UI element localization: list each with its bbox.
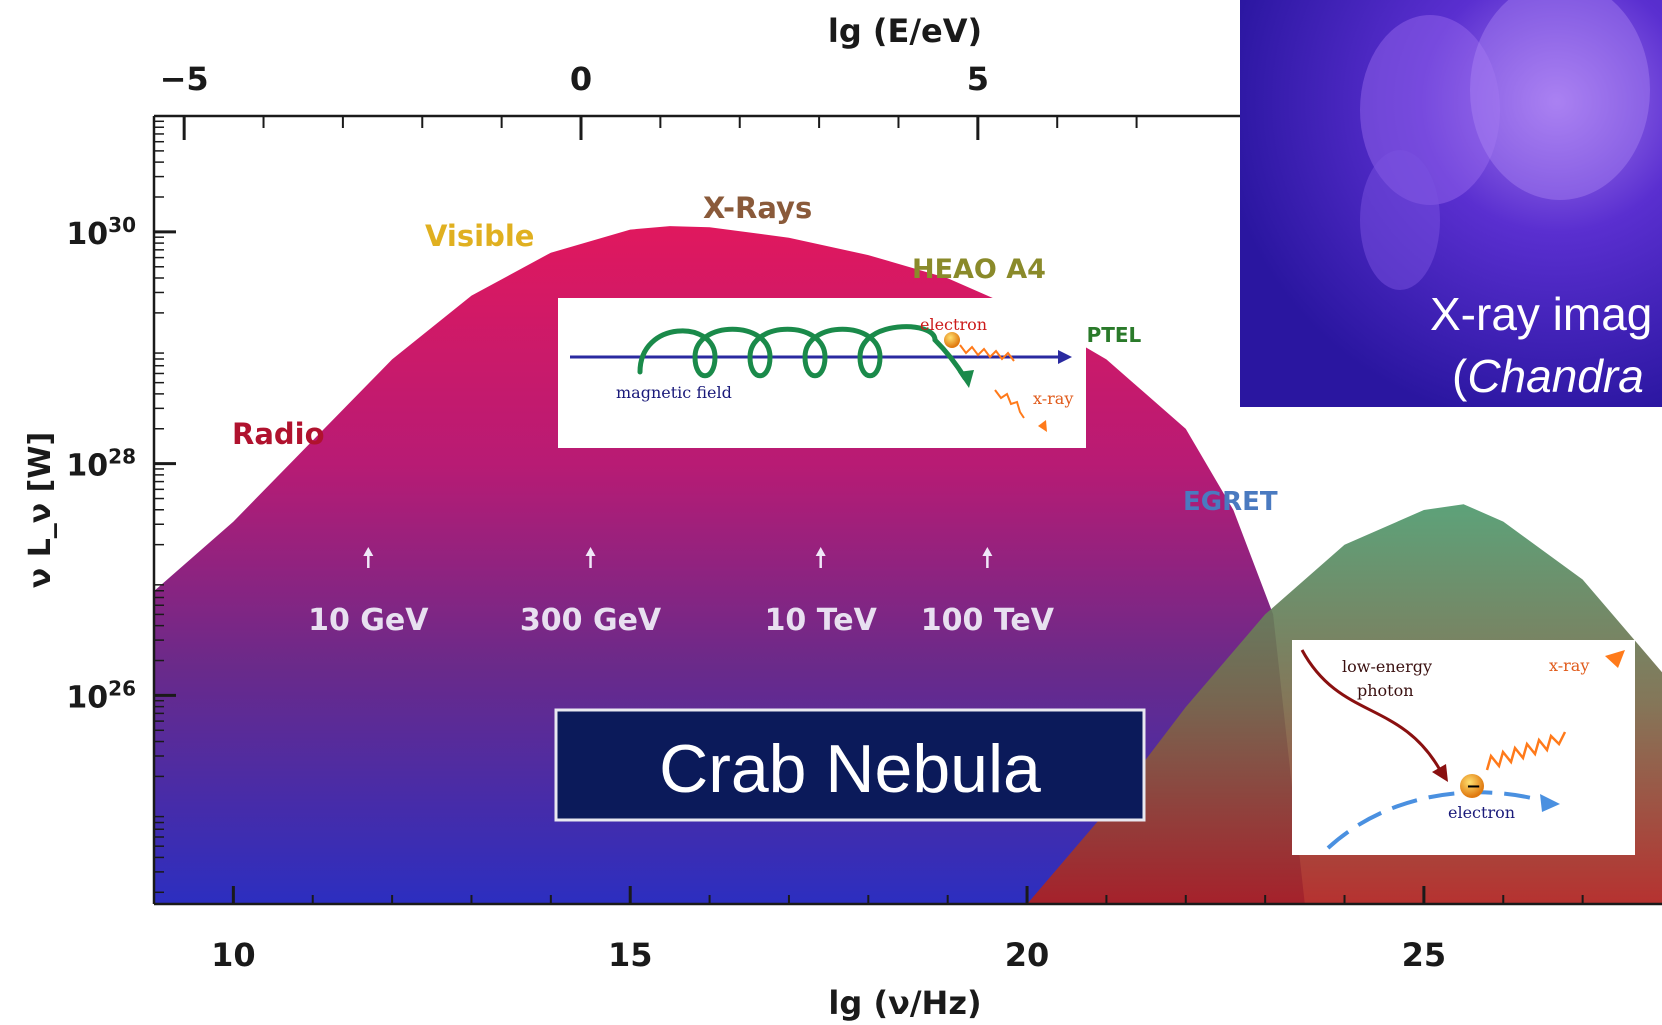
y-tick-label: 1028 — [66, 445, 136, 484]
top-tick-label: 5 — [967, 60, 989, 98]
ic-photon-label-1: low-energy — [1342, 657, 1432, 676]
band-label-heao: HEAO A4 — [912, 254, 1046, 285]
energy-marker-head — [815, 547, 826, 556]
top-tick-label: −5 — [160, 60, 209, 98]
synchrotron-inset: electron magnetic field x-ray — [558, 298, 1086, 448]
chart-title: Crab Nebula — [659, 731, 1041, 807]
energy-marker: 10 GeV — [308, 547, 429, 638]
y-axis-label: ν L_ν [W] — [23, 432, 58, 588]
ic-electron-label: electron — [1448, 803, 1515, 822]
top-tick-label: 0 — [570, 60, 592, 98]
y-tick-label: 1030 — [66, 213, 136, 252]
energy-marker: 300 GeV — [520, 547, 662, 638]
energy-marker-label: 300 GeV — [520, 603, 662, 638]
y-tick-label: 1026 — [66, 676, 136, 715]
energy-marker-head — [363, 547, 374, 556]
energy-marker-label: 100 TeV — [921, 603, 1055, 638]
title-box — [554, 708, 1146, 822]
bottom-axis-label: lg (ν/Hz) — [828, 984, 981, 1022]
inverse-compton-inset: low-energy photon − electron x-ray — [1292, 640, 1635, 855]
energy-marker: 10 TeV — [765, 547, 878, 638]
xray-image-inset: X-ray imag (Chandra — [1240, 0, 1662, 407]
energy-marker-label: 10 TeV — [765, 603, 878, 638]
band-label-visible: Visible — [425, 219, 534, 253]
energy-marker-head — [585, 547, 596, 556]
energy-marker-head — [982, 547, 993, 556]
ic-photon-label-2: photon — [1357, 681, 1414, 700]
sync-electron-label: electron — [920, 315, 987, 334]
x-tick-label: 10 — [211, 936, 256, 974]
ticks-layer: 10 15 20 25 −5 0 5 1030 1028 1026 — [66, 60, 1584, 974]
band-label-radio: Radio — [232, 417, 325, 451]
xray-caption-line1: X-ray imag — [1430, 288, 1652, 340]
x-tick-label: 15 — [608, 936, 653, 974]
xray-caption-line2: (Chandra — [1452, 350, 1644, 402]
energy-marker: 100 TeV — [921, 547, 1055, 638]
x-tick-label: 25 — [1402, 936, 1447, 974]
energy-marker-label: 10 GeV — [308, 603, 429, 638]
band-label-xrays: X-Rays — [703, 191, 812, 225]
sync-field-label: magnetic field — [616, 383, 732, 402]
ic-charge-sign: − — [1466, 776, 1481, 797]
x-tick-label: 20 — [1005, 936, 1050, 974]
sync-xray-label: x-ray — [1033, 389, 1073, 408]
top-axis-label: lg (E/eV) — [828, 12, 982, 50]
electron-energy-markers: 10 GeV 300 GeV 10 TeV 100 TeV — [308, 547, 1055, 638]
ic-xray-label: x-ray — [1549, 656, 1589, 675]
band-label-egret: EGRET — [1183, 487, 1278, 517]
